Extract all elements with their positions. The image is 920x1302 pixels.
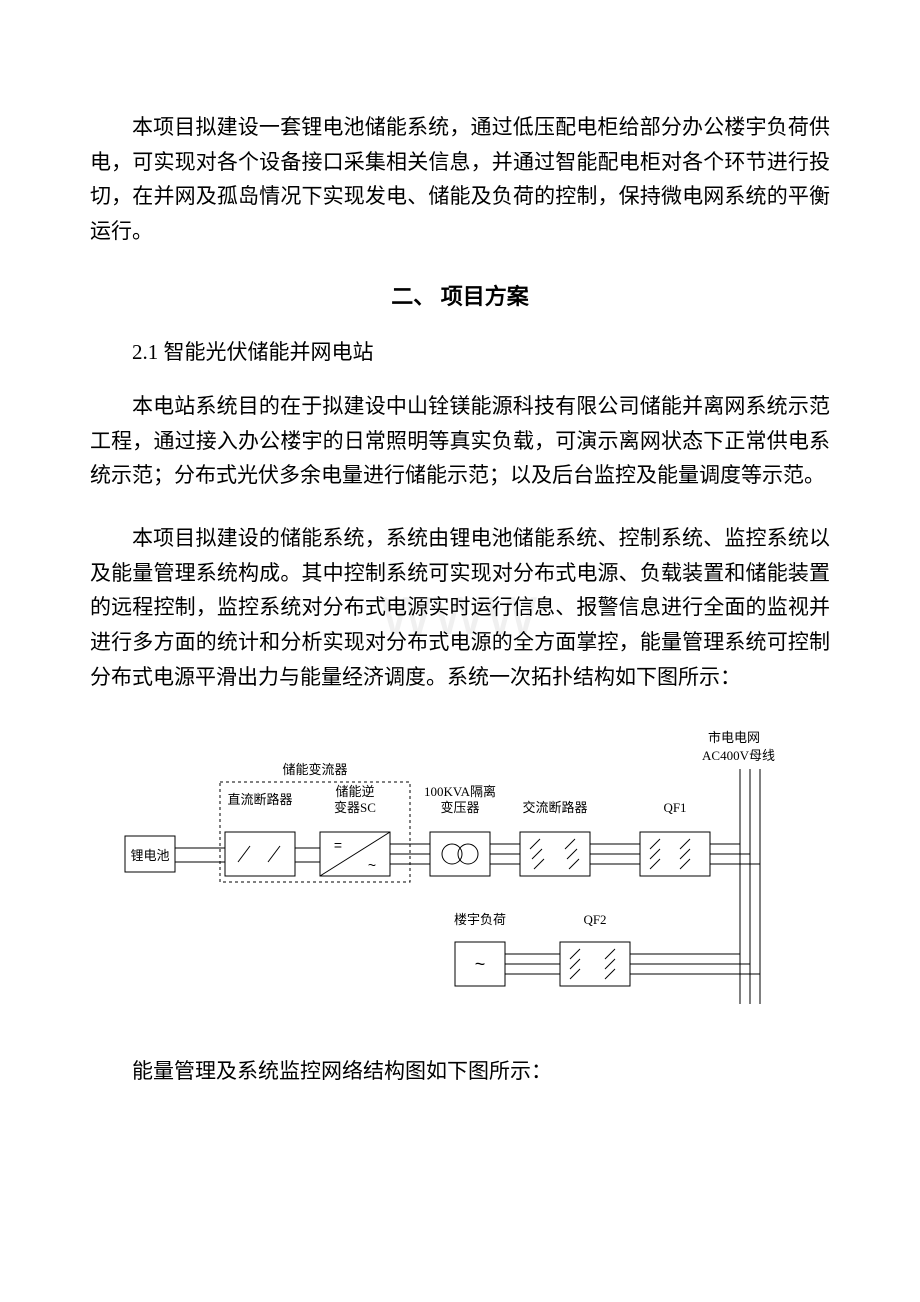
- svg-text:~: ~: [368, 857, 376, 873]
- svg-text:AC400V母线: AC400V母线: [702, 748, 775, 763]
- svg-text:锂电池: 锂电池: [130, 848, 169, 863]
- svg-text:直流断路器: 直流断路器: [227, 792, 292, 807]
- svg-text:QF2: QF2: [583, 912, 606, 927]
- svg-text:储能变流器: 储能变流器: [282, 762, 347, 777]
- svg-text:100KVA隔离: 100KVA隔离: [424, 784, 496, 799]
- intro-paragraph: 本项目拟建设一套锂电池储能系统，通过低压配电柜给部分办公楼宇负荷供电，可实现对各…: [90, 110, 830, 249]
- paragraph-2: 本电站系统目的在于拟建设中山铨镁能源科技有限公司储能并离网系统示范工程，通过接入…: [90, 389, 830, 493]
- svg-text:变器SC: 变器SC: [334, 800, 376, 815]
- svg-text:~: ~: [475, 954, 486, 974]
- svg-text:楼宇负荷: 楼宇负荷: [454, 912, 506, 927]
- topology-diagram: 市电电网 AC400V母线锂电池 储能变流器直流断路器 储能逆变器SC = ~100KVA…: [90, 724, 830, 1014]
- svg-text:市电电网: 市电电网: [708, 730, 760, 745]
- topology-svg: 市电电网 AC400V母线锂电池 储能变流器直流断路器 储能逆变器SC = ~100KVA…: [120, 724, 800, 1014]
- paragraph-3: 本项目拟建设的储能系统，系统由锂电池储能系统、控制系统、监控系统以及能量管理系统…: [90, 521, 830, 694]
- svg-text:=: =: [334, 837, 342, 853]
- svg-text:交流断路器: 交流断路器: [522, 800, 587, 815]
- subsection-heading: 2.1 智能光伏储能并网电站: [90, 335, 830, 370]
- svg-text:储能逆: 储能逆: [335, 784, 374, 799]
- svg-text:变压器: 变压器: [440, 800, 479, 815]
- svg-text:QF1: QF1: [663, 800, 686, 815]
- followup-paragraph: 能量管理及系统监控网络结构图如下图所示：: [90, 1054, 830, 1089]
- section-title: 二、 项目方案: [90, 279, 830, 311]
